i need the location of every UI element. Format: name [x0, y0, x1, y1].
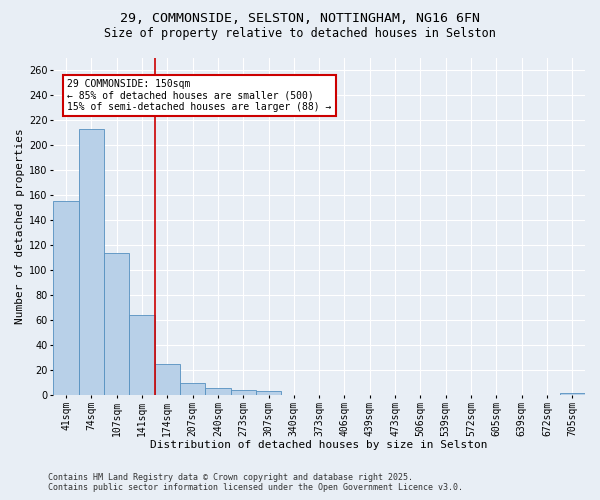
Text: 29, COMMONSIDE, SELSTON, NOTTINGHAM, NG16 6FN: 29, COMMONSIDE, SELSTON, NOTTINGHAM, NG1…: [120, 12, 480, 26]
Bar: [155, 364, 180, 395]
Bar: [79, 129, 104, 395]
Bar: [53, 202, 79, 395]
Text: Size of property relative to detached houses in Selston: Size of property relative to detached ho…: [104, 28, 496, 40]
Bar: [256, 392, 281, 395]
Text: Contains HM Land Registry data © Crown copyright and database right 2025.
Contai: Contains HM Land Registry data © Crown c…: [48, 473, 463, 492]
Bar: [205, 388, 230, 395]
Bar: [129, 315, 155, 395]
Bar: [104, 252, 129, 395]
Y-axis label: Number of detached properties: Number of detached properties: [15, 128, 25, 324]
Bar: [560, 392, 585, 395]
Text: 29 COMMONSIDE: 150sqm
← 85% of detached houses are smaller (500)
15% of semi-det: 29 COMMONSIDE: 150sqm ← 85% of detached …: [67, 79, 332, 112]
Bar: [180, 382, 205, 395]
Bar: [230, 390, 256, 395]
X-axis label: Distribution of detached houses by size in Selston: Distribution of detached houses by size …: [151, 440, 488, 450]
